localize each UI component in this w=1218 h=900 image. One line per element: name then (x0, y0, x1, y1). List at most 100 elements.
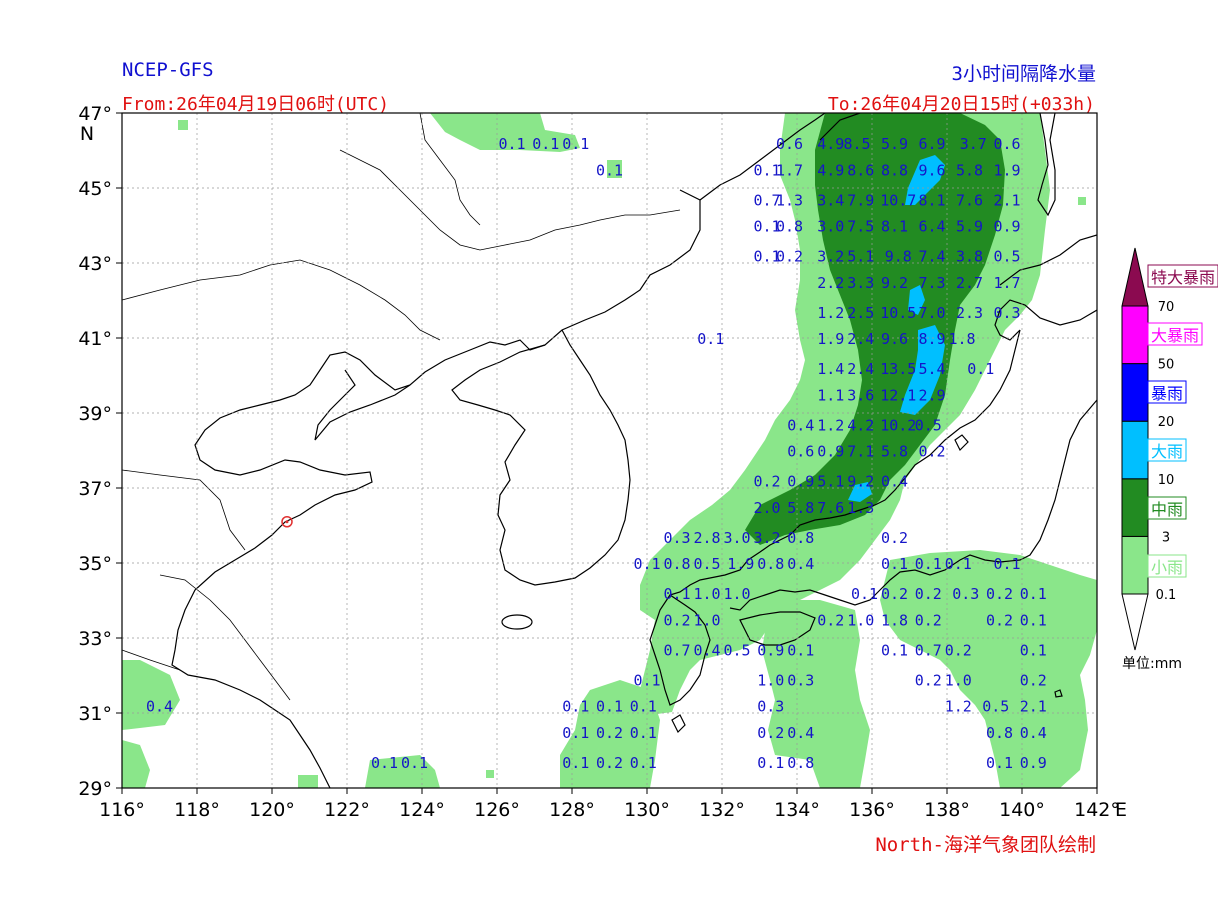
marker-dot (285, 520, 289, 524)
precip-value: 0.1 (630, 754, 657, 772)
y-tick-label: 39° (78, 403, 112, 425)
legend-class-label: 大雨 (1151, 442, 1183, 461)
precip-value: 3.0 (817, 218, 844, 236)
precip-value: 0.8 (757, 555, 784, 573)
precip-value: 0.2 (663, 611, 690, 629)
light-rain-area (607, 160, 622, 178)
province-border (122, 649, 181, 671)
precip-value: 7.4 (918, 248, 945, 266)
light-rain-area (298, 775, 318, 788)
precip-value: 0.1 (881, 641, 908, 659)
precip-value: 0.1 (562, 754, 589, 772)
precip-value: 0.7 (915, 641, 942, 659)
legend-swatch (1121, 420, 1149, 480)
precip-value: 0.4 (787, 416, 814, 434)
legend-class-box (1147, 496, 1187, 520)
precip-value: 0.3 (787, 671, 814, 689)
light-rain-area (762, 600, 870, 788)
precip-value: 0.1 (633, 671, 660, 689)
precip-value: 0.2 (986, 585, 1013, 603)
precip-value: 0.8 (986, 724, 1013, 742)
precip-value: 10.2 (880, 416, 916, 434)
precip-value: 1.1 (817, 386, 844, 404)
x-tick-label: 118° (174, 799, 220, 821)
precip-value: 7.0 (918, 304, 945, 322)
precip-value: 0.4 (787, 555, 814, 573)
precip-value: 0.7 (753, 191, 780, 209)
precip-value: 0.2 (915, 671, 942, 689)
precip-value: 1.7 (993, 274, 1020, 292)
precip-value: 0.1 (630, 698, 657, 716)
province-border (159, 574, 291, 701)
precip-value: 8.5 (843, 135, 870, 153)
y-tick-label: 45° (78, 178, 112, 200)
light-rain-area (1078, 197, 1086, 205)
precip-value: 0.6 (993, 135, 1020, 153)
coastline (451, 329, 631, 586)
precip-value: 1.3 (847, 499, 874, 517)
precip-value: 0.8 (787, 529, 814, 547)
precip-value: 0.8 (787, 754, 814, 772)
precip-value: 1.4 (817, 360, 844, 378)
precip-value: 3.2 (817, 248, 844, 266)
precip-value: 1.9 (817, 330, 844, 348)
precip-value: 0.1 (787, 641, 814, 659)
coastline-layer (122, 113, 1097, 788)
precip-value: 2.8 (693, 529, 720, 547)
legend-threshold: 70 (1158, 300, 1175, 315)
y-tick-label: 33° (78, 628, 112, 650)
legend-threshold: 0.1 (1156, 588, 1177, 603)
precip-value: 13.5 (880, 360, 916, 378)
precip-value: 0.9 (1020, 754, 1047, 772)
y-tick-label: 43° (78, 253, 112, 275)
precip-value: 0.1 (562, 135, 589, 153)
precip-value: 0.3 (663, 529, 690, 547)
plot-frame (121, 112, 1098, 789)
precip-value: 8.9 (918, 330, 945, 348)
x-tick-label: 132° (699, 799, 745, 821)
y-tick-label: 37° (78, 478, 112, 500)
precip-value: 8.1 (881, 218, 908, 236)
light-rain-area (365, 755, 440, 788)
precip-value: 10.5 (880, 304, 916, 322)
precip-value: 8.6 (847, 161, 874, 179)
y-tick-label: 41° (78, 328, 112, 350)
precip-value: 0.1 (371, 754, 398, 772)
legend-swatch (1121, 305, 1149, 365)
precip-value: 1.0 (723, 585, 750, 603)
legend-class-box (1147, 438, 1187, 462)
precip-value: 0.1 (753, 218, 780, 236)
precip-value: 5.9 (881, 135, 908, 153)
precip-value: 0.5 (693, 555, 720, 573)
precip-value: 9.2 (847, 473, 874, 491)
precip-value: 0.5 (993, 248, 1020, 266)
light-rain-area (122, 740, 150, 788)
island (501, 614, 533, 630)
precip-value: 3.2 (753, 529, 780, 547)
precip-value: 0.1 (562, 724, 589, 742)
light-rain-area (122, 660, 180, 730)
legend-class-label: 中雨 (1151, 500, 1183, 519)
legend-triangle-high (1121, 247, 1149, 307)
precip-value: 2.7 (956, 274, 983, 292)
x-tick-label: 136° (849, 799, 895, 821)
precip-value: 0.2 (753, 473, 780, 491)
precip-value: 0.5 (982, 698, 1009, 716)
x-tick-label: 122° (324, 799, 370, 821)
precip-value: 5.9 (956, 218, 983, 236)
lon-unit-label: E (1115, 799, 1127, 821)
precip-value: 0.1 (851, 585, 878, 603)
precip-value: 5.1 (847, 248, 874, 266)
legend-class-label: 小雨 (1151, 558, 1183, 577)
heavy-rain-area (900, 325, 945, 415)
precip-value: 0.8 (776, 218, 803, 236)
model-name: NCEP-GFS (122, 59, 214, 81)
precip-value: 0.1 (401, 754, 428, 772)
y-tick-label: 47° (78, 103, 112, 125)
light-rain-area (178, 120, 188, 130)
precip-value: 0.1 (1020, 585, 1047, 603)
precip-value: 0.2 (915, 611, 942, 629)
legend-class-label: 特大暴雨 (1151, 268, 1215, 287)
legend-class-box (1147, 380, 1187, 404)
precip-value: 0.4 (787, 724, 814, 742)
